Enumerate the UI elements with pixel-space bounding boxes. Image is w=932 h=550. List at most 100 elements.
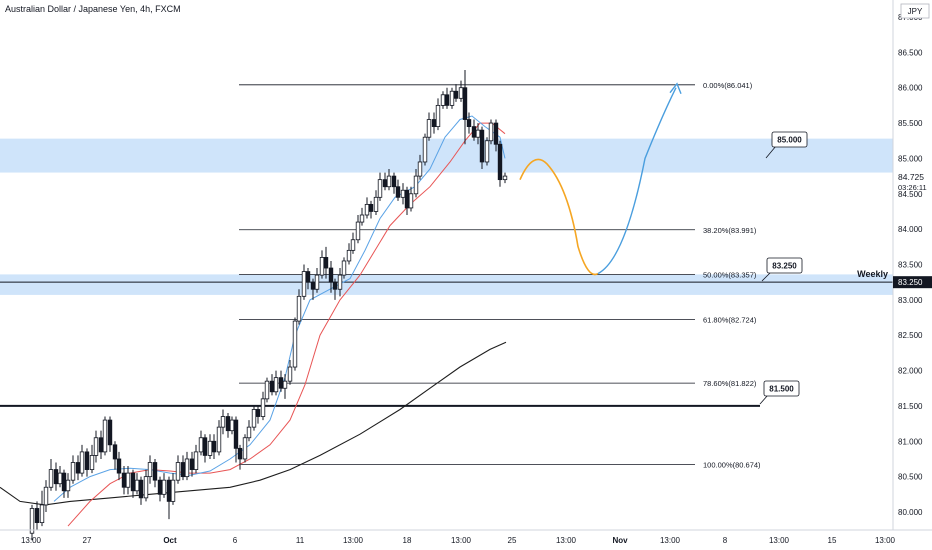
candle-body-36 <box>193 451 199 470</box>
x-tick-label-9: 13:00 <box>556 536 577 545</box>
candle-body-29 <box>161 479 167 495</box>
ema-fast-line <box>53 115 506 502</box>
candle-body-13 <box>89 455 95 470</box>
candle-body-2 <box>39 504 45 524</box>
candle-body-16 <box>102 419 108 453</box>
y-tick-label-12: 81.000 <box>898 437 923 446</box>
y-tick-label-5: 84.500 <box>898 190 923 199</box>
candle-body-84 <box>408 193 414 209</box>
candle-body-65 <box>323 257 329 269</box>
candle-body-15 <box>98 437 104 453</box>
time-axis[interactable]: 13:00 27 Oct 6 11 13:00 18 13:00 25 13:00 Nov 13:00… <box>0 529 932 545</box>
candle-body-61 <box>305 271 311 283</box>
x-tick-label-7: 13:00 <box>451 536 472 545</box>
candle-body-87 <box>422 136 428 163</box>
projection-up-curve <box>597 87 677 275</box>
candle-body-44 <box>229 419 235 432</box>
weekly-price: 83.250 <box>898 278 923 287</box>
candle-body-52 <box>264 380 270 400</box>
projection-arrow-head <box>669 82 682 94</box>
candle-body-86 <box>417 161 423 177</box>
candle-body-3 <box>43 486 49 506</box>
candle-body-10 <box>75 462 81 474</box>
candle-body-45 <box>233 419 239 449</box>
y-tick-label-9: 82.500 <box>898 331 923 340</box>
candle-body-46 <box>237 447 243 460</box>
y-tick-label-7: 83.500 <box>898 261 923 270</box>
candle-body-0 <box>29 508 35 534</box>
fibonacci-retracement: 0.00%(86.041) 38.20%(83.991) 50.00%(83.357… <box>239 81 761 469</box>
y-tick-label-10: 82.000 <box>898 367 923 376</box>
candle-body-26 <box>147 462 153 478</box>
candle-body-85 <box>413 175 419 195</box>
price-callouts: 85.000 83.250 81.500 <box>759 131 808 405</box>
y-tick-label-4: 85.000 <box>898 154 923 163</box>
candle-body-69 <box>341 260 347 276</box>
candle-body-79 <box>386 175 392 188</box>
candle-body-7 <box>61 472 67 492</box>
candle-body-17 <box>107 419 113 446</box>
candle-body-103 <box>493 122 499 145</box>
projection-down-curve <box>519 158 599 276</box>
callout-label-1: 83.250 <box>772 262 797 271</box>
candle-body-19 <box>116 458 122 474</box>
candle-body-11 <box>79 451 85 474</box>
candle-body-76 <box>373 196 379 212</box>
price-axis-bg <box>893 0 932 550</box>
x-tick-label-1: 27 <box>83 536 92 545</box>
candle-body-66 <box>328 267 334 283</box>
candle-body-39 <box>207 440 213 456</box>
y-tick-label-1: 86.500 <box>898 48 923 57</box>
candle-body-77 <box>377 179 383 198</box>
candle-body-81 <box>395 186 401 198</box>
y-tick-label-8: 83.000 <box>898 296 923 305</box>
candle-body-32 <box>175 462 181 481</box>
candle-body-20 <box>121 472 127 488</box>
callout-pointer-2 <box>759 394 769 405</box>
horizontal-levels: Weekly <box>0 269 893 407</box>
candle-body-56 <box>282 380 288 389</box>
candle-body-62 <box>310 281 316 290</box>
candle-body-78 <box>382 179 388 188</box>
zone-1 <box>0 274 893 295</box>
candle-body-89 <box>431 119 437 128</box>
y-tick-label-3: 85.500 <box>898 119 923 128</box>
candle-body-57 <box>287 366 293 382</box>
candle-body-41 <box>216 426 222 453</box>
y-tick-label-13: 80.500 <box>898 473 923 482</box>
candle-body-49 <box>251 409 257 428</box>
candle-body-93 <box>449 90 455 106</box>
x-tick-label-5: 13:00 <box>343 536 364 545</box>
candle-body-90 <box>435 104 441 128</box>
candle-body-14 <box>93 437 99 456</box>
candle-body-1 <box>34 508 40 524</box>
callout-label-2: 81.500 <box>769 385 794 394</box>
price-axis[interactable]: 87.00086.50086.00085.50085.00084.50084.0… <box>892 0 932 550</box>
candle-body-22 <box>130 472 136 492</box>
candle-body-30 <box>166 479 172 502</box>
candle-body-50 <box>255 409 261 417</box>
candle-body-24 <box>138 479 144 499</box>
candle-body-99 <box>475 129 481 138</box>
currency-label: JPY <box>908 7 923 16</box>
candle-body-71 <box>350 239 356 251</box>
candle-body-70 <box>346 249 352 262</box>
candle-body-102 <box>488 122 494 142</box>
candle-body-12 <box>84 451 90 470</box>
candle-body-54 <box>273 377 279 393</box>
fib-label-2: 50.00%(83.357) <box>703 271 757 280</box>
candle-body-35 <box>189 458 195 470</box>
candle-body-23 <box>134 479 140 492</box>
candle-body-72 <box>355 221 361 241</box>
candle-body-104 <box>497 143 503 181</box>
candle-body-5 <box>53 469 59 485</box>
candle-body-47 <box>242 437 248 460</box>
candle-body-95 <box>458 87 464 99</box>
candle-body-33 <box>180 462 186 478</box>
candle-body-8 <box>65 479 71 492</box>
projection-path <box>519 82 682 276</box>
y-tick-label-2: 86.000 <box>898 84 923 93</box>
candle-body-31 <box>170 479 176 502</box>
candle-body-67 <box>332 281 338 290</box>
